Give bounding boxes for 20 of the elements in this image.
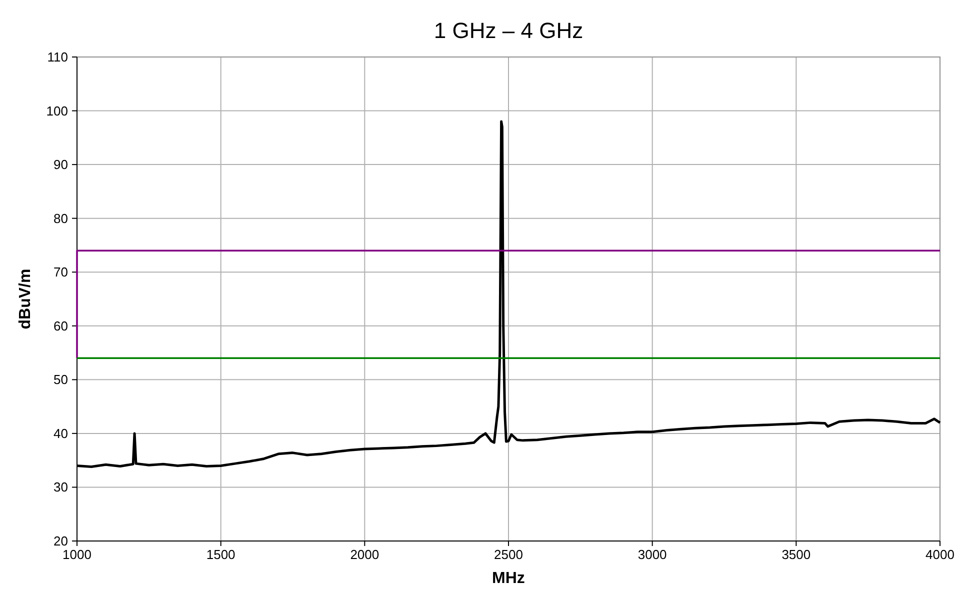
x-tick-label: 4000 [926, 547, 954, 562]
y-tick-label: 30 [54, 480, 68, 495]
y-tick-label: 50 [54, 372, 68, 388]
y-tick-label: 100 [46, 103, 68, 118]
y-tick-label: 40 [54, 426, 68, 441]
y-tick-label: 110 [47, 50, 68, 64]
y-axis-title: dBuV/m [17, 268, 34, 330]
y-tick-label: 80 [54, 210, 68, 226]
y-tick-label: 70 [54, 264, 68, 280]
x-tick-label: 3000 [638, 547, 667, 562]
x-tick-label: 3500 [782, 547, 811, 562]
y-tick-label: 90 [54, 157, 68, 172]
y-tick-label: 60 [54, 318, 68, 334]
x-tick-label: 2000 [350, 547, 380, 562]
x-tick-label: 1000 [62, 547, 92, 562]
chart-title: 1 GHz – 4 GHz [434, 18, 584, 43]
x-axis-title: MHz [492, 570, 525, 587]
x-tick-label: 1500 [206, 547, 236, 562]
y-tick-label: 20 [54, 534, 68, 548]
x-tick-label: 2500 [494, 547, 523, 562]
